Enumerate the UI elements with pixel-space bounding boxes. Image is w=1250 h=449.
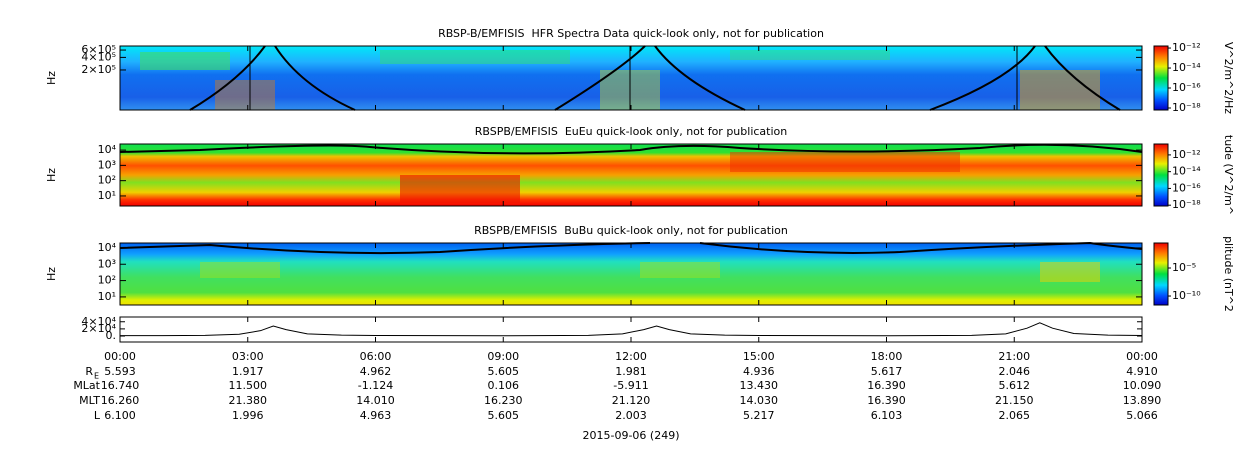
ephemeris-value: 13.890	[1123, 394, 1162, 407]
colorbar-tick-label: 10⁻⁵	[1172, 261, 1196, 274]
ephemeris-value: 16.390	[867, 394, 906, 407]
ephemeris-value: 14.010	[356, 394, 395, 407]
ephemeris-value: 4.962	[360, 365, 392, 378]
ephemeris-value: 14.030	[740, 394, 779, 407]
ephemeris-value: 1.996	[232, 409, 264, 422]
ephemeris-value: 2.003	[615, 409, 647, 422]
panel-title: RBSPB/EMFISIS EuEu quick-look only, not …	[475, 125, 788, 138]
y-tick-label: 2×10⁵	[81, 63, 116, 76]
y-tick-label: 0.	[106, 329, 117, 342]
ephemeris-value: 5.612	[999, 379, 1031, 392]
ephemeris-value: -1.124	[358, 379, 393, 392]
ephemeris-value: 21.120	[612, 394, 651, 407]
y-tick-label: 10¹	[98, 290, 116, 303]
colorbar-tick-label: 10⁻¹⁸	[1172, 101, 1201, 114]
ephemeris-value: 16.260	[101, 394, 140, 407]
colorbar-tick-label: 10⁻¹²	[1172, 148, 1201, 161]
panel-title: RBSPB/EMFISIS BuBu quick-look only, not …	[474, 224, 788, 237]
x-axis-label: 2015-09-06 (249)	[582, 429, 679, 442]
x-tick-label: 06:00	[360, 350, 392, 363]
ephemeris-value: 5.605	[488, 365, 520, 378]
ephemeris-value: 21.380	[229, 394, 268, 407]
colorbar	[1153, 45, 1169, 111]
ephemeris-label: MLat	[73, 379, 100, 392]
colorbar-tick-label: 10⁻¹⁰	[1172, 289, 1201, 302]
colorbar-label: tude (V^2/m^	[1222, 135, 1235, 215]
panel-title: RBSP-B/EMFISIS HFR Spectra Data quick-lo…	[438, 27, 824, 40]
ephemeris-value: 2.046	[999, 365, 1031, 378]
ephemeris-value: 0.106	[488, 379, 520, 392]
ephemeris-value: 5.593	[104, 365, 136, 378]
y-axis-label: Hz	[45, 168, 58, 182]
y-tick-label: 4×10⁵	[81, 50, 116, 63]
x-tick-label: 09:00	[487, 350, 519, 363]
colorbar-tick-label: 10⁻¹⁴	[1172, 165, 1201, 178]
colorbar-tick-label: 10⁻¹⁶	[1172, 181, 1201, 194]
ephemeris-label-sub: E	[94, 372, 99, 381]
y-tick-label: 10⁴	[98, 143, 117, 156]
colorbar-tick-label: 10⁻¹²	[1172, 41, 1201, 54]
ephemeris-value: 4.910	[1126, 365, 1158, 378]
ephemeris-value: 2.065	[999, 409, 1031, 422]
ephemeris-label: MLT	[79, 394, 100, 407]
y-tick-label: 10¹	[98, 189, 116, 202]
spectrogram-image	[119, 241, 1143, 305]
ephemeris-value: 16.230	[484, 394, 523, 407]
ephemeris-value: 5.217	[743, 409, 775, 422]
ephemeris-value: 1.981	[615, 365, 647, 378]
colorbar-tick-label: 10⁻¹⁸	[1172, 198, 1201, 211]
spectrogram-image	[119, 143, 1143, 206]
ephemeris-value: 11.500	[229, 379, 268, 392]
ephemeris-value: 16.390	[867, 379, 906, 392]
ephemeris-value: 13.430	[740, 379, 779, 392]
plot-frame	[119, 45, 1143, 111]
y-tick-label: 10³	[98, 158, 116, 171]
data-line	[119, 322, 1143, 337]
colorbar	[1153, 143, 1169, 207]
ephemeris-value: 4.963	[360, 409, 392, 422]
x-tick-label: 18:00	[871, 350, 903, 363]
colorbar-label: plitude (nT^2	[1222, 236, 1235, 312]
ephemeris-value: 6.103	[871, 409, 903, 422]
colorbar-tick-label: 10⁻¹⁴	[1172, 61, 1201, 74]
y-tick-label: 10²	[98, 274, 116, 287]
ephemeris-value: 6.100	[104, 409, 136, 422]
ephemeris-value: 5.605	[488, 409, 520, 422]
x-tick-label: 00:00	[104, 350, 136, 363]
y-tick-label: 4×10⁴	[81, 315, 116, 328]
ephemeris-value: 21.150	[995, 394, 1034, 407]
y-tick-label: 6×10⁵	[81, 43, 116, 56]
y-tick-label: 2×10⁴	[81, 322, 116, 335]
y-tick-label: 10²	[98, 174, 116, 187]
x-tick-label: 21:00	[998, 350, 1030, 363]
y-tick-label: 10⁴	[98, 241, 117, 254]
plot-frame	[119, 143, 1143, 207]
colorbar-label: V^2/m^2/Hz	[1222, 42, 1235, 114]
ephemeris-value: 10.090	[1123, 379, 1162, 392]
ephemeris-label: L	[94, 409, 101, 422]
spectrogram-image	[120, 45, 1142, 111]
colorbar	[1153, 242, 1169, 306]
ephemeris-value: -5.911	[613, 379, 648, 392]
x-tick-label: 00:00	[1126, 350, 1158, 363]
y-axis-label: Hz	[45, 71, 58, 85]
ephemeris-value: 1.917	[232, 365, 264, 378]
ephemeris-value: 4.936	[743, 365, 775, 378]
x-tick-label: 03:00	[232, 350, 264, 363]
y-axis-label: Hz	[45, 267, 58, 281]
ephemeris-value: 5.066	[1126, 409, 1158, 422]
x-tick-label: 15:00	[743, 350, 775, 363]
ephemeris-value: 16.740	[101, 379, 140, 392]
ephemeris-label: R	[85, 365, 93, 378]
plot-frame	[119, 242, 1143, 306]
y-tick-label: 10³	[98, 257, 116, 270]
colorbar-tick-label: 10⁻¹⁶	[1172, 81, 1201, 94]
x-tick-label: 12:00	[615, 350, 647, 363]
ephemeris-value: 5.617	[871, 365, 903, 378]
